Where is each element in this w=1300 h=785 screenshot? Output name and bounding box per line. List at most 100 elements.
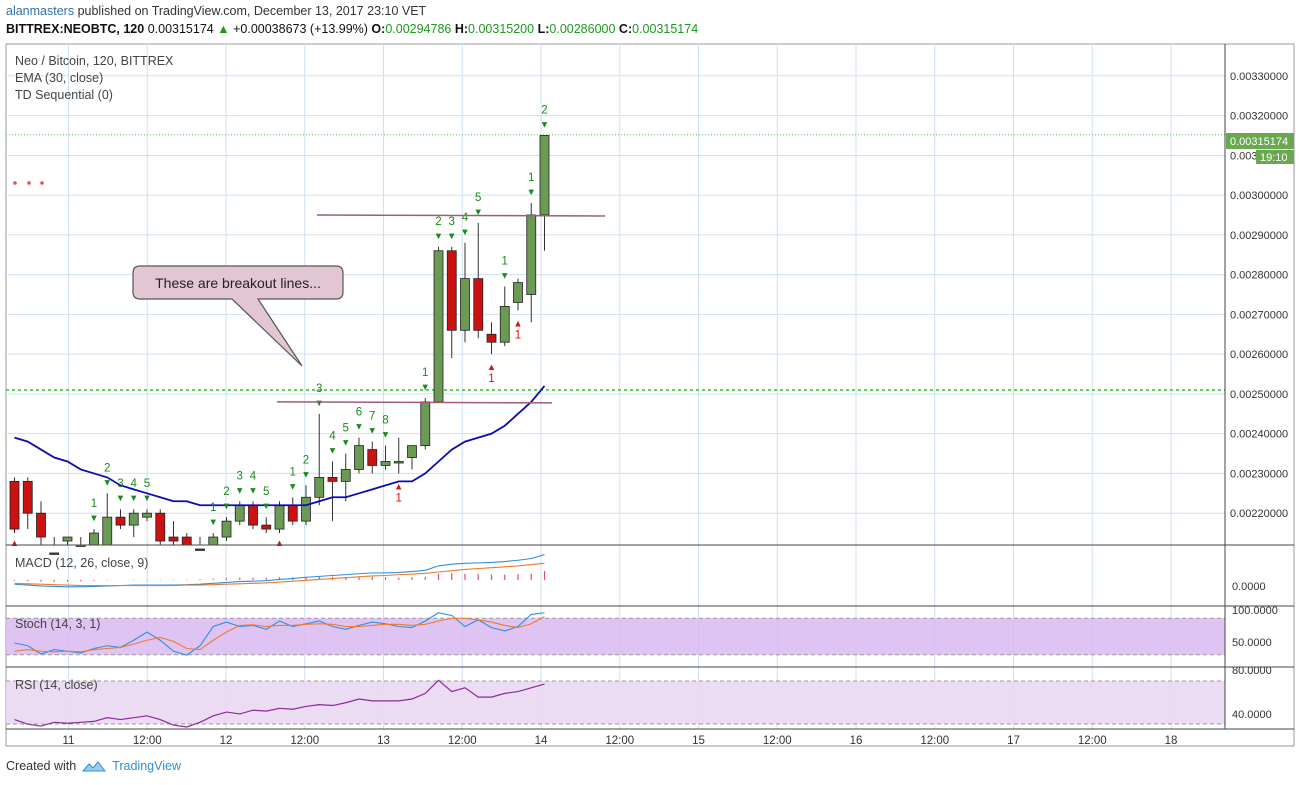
candle[interactable] [499,286,510,347]
candle-body [446,250,457,331]
candle-body [155,512,166,542]
time-badge-bg [1256,150,1294,164]
candle[interactable] [261,517,272,534]
stoch-tick-label: 50.0000 [1232,637,1272,649]
candle[interactable] [142,509,152,522]
candle[interactable] [393,437,404,474]
candle[interactable] [49,537,60,555]
candle-body [9,480,20,530]
candle[interactable] [539,135,550,251]
candle[interactable] [62,536,73,545]
candle[interactable] [473,222,484,339]
candle-body [380,461,391,466]
candle[interactable] [446,246,457,359]
candle[interactable] [36,501,46,545]
candle[interactable] [314,413,325,506]
candle[interactable] [340,453,351,502]
callout[interactable]: These are breakout lines... [132,265,344,367]
candle[interactable] [195,537,205,551]
price-tick-label: 0.00280000 [1230,270,1288,282]
td-count-up: 4 [329,431,336,443]
td-count-up: 5 [144,478,150,490]
candle[interactable] [513,278,523,311]
td-count-up: 1 [502,256,508,268]
price-tick-label: 0.00290000 [1230,230,1288,242]
price-badge-time: 19:10 [1260,152,1288,164]
candle-body [327,477,338,482]
breakout-line-lower [276,401,553,404]
down-triangle-icon: ▼ [527,187,536,198]
td-count-up: 1 [210,502,216,514]
breakout-lines[interactable] [276,214,606,404]
candle[interactable] [486,322,497,355]
candle[interactable] [168,521,179,545]
candle-body [301,496,311,522]
oscillator-bands [6,617,1225,725]
footer: Created with TradingView [6,759,181,773]
time-tick-label: 13 [377,735,390,747]
ema-line [14,385,546,507]
candle[interactable] [327,461,338,522]
price-tick-label: 0.00260000 [1230,349,1288,361]
td-count-up: 4 [131,478,138,490]
candle-body [367,449,378,466]
rsi-line [14,679,545,728]
callout-text: These are breakout lines... [155,275,321,291]
td-count-up: 1 [290,466,296,478]
candle[interactable] [460,242,470,343]
price-tick-label: 0.00300000 [1230,190,1288,202]
legend-ema[interactable]: EMA (30, close) [15,71,103,85]
author-link[interactable]: alanmasters [6,4,75,18]
created-with: Created with [6,759,77,773]
down-triangle-icon: ▼ [103,477,112,488]
price-badge-value: 0.00315174 [1230,136,1288,148]
td-sequential-counts: 1 ▼ 2 ▼ 3 ▼ 4 ▼ 5 ▼ 1 ▼ 2 ▼ 3 ▼ 4 ▼ 5 ▼ 1 ▼ 2 ▼ 3 ▼ 4 ▼ 5 ▼ 6 ▼ 7 ▼ 8 ▼ 1 ▼ 2 ▼… [10,104,549,549]
candle[interactable] [407,445,417,470]
down-triangle-icon: ▼ [116,493,125,504]
candle-body [393,461,404,464]
up-triangle-icon: ▲ [217,22,230,36]
tradingview-link[interactable]: TradingView [112,759,181,773]
candle[interactable] [380,445,391,470]
td-count-down: 1 [396,492,402,504]
td-count-up: 5 [263,486,269,498]
candle[interactable] [22,477,33,530]
down-triangle-icon: ▼ [248,485,257,496]
ema-polyline [14,385,546,507]
candle-body [261,524,272,530]
open-value: 0.00294786 [385,22,452,36]
legend-td[interactable]: TD Sequential (0) [15,88,113,102]
td-count-up: 3 [449,216,455,228]
legend-symbol[interactable]: Neo / Bitcoin, 120, BITTREX [15,54,174,68]
candle[interactable] [9,477,20,534]
td-count-up: 8 [382,415,388,427]
candle[interactable] [221,517,232,542]
symbol-label: BITTREX:NEOBTC, 120 [6,22,145,36]
time-tick-label: 14 [535,735,548,747]
legend-stoch[interactable]: Stoch (14, 3, 1) [15,617,100,631]
stoch-tick-label: 100.0000 [1232,605,1278,617]
candle[interactable] [128,509,139,538]
down-triangle-icon: ▼ [235,485,244,496]
time-tick-label: 18 [1165,735,1178,747]
candle-body [420,401,431,446]
candle[interactable] [155,509,166,545]
down-triangle-icon: ▼ [381,430,390,441]
candle[interactable] [420,397,431,450]
legend-macd[interactable]: MACD (12, 26, close, 9) [15,556,148,570]
down-triangle-icon: ▼ [341,438,350,449]
candle[interactable] [433,246,444,403]
low-value: 0.00286000 [549,22,616,36]
down-triangle-icon: ▼ [262,501,271,512]
more-icon[interactable] [13,181,44,185]
legend-rsi[interactable]: RSI (14, close) [15,678,98,692]
candle[interactable] [115,509,126,530]
candle-body [526,214,537,295]
candle[interactable] [367,441,378,474]
down-triangle-icon: ▼ [129,493,138,504]
candle[interactable] [354,437,364,474]
down-triangle-icon: ▼ [142,493,151,504]
up-triangle-icon: ▲ [275,538,284,549]
td-count-up: 2 [435,216,441,228]
